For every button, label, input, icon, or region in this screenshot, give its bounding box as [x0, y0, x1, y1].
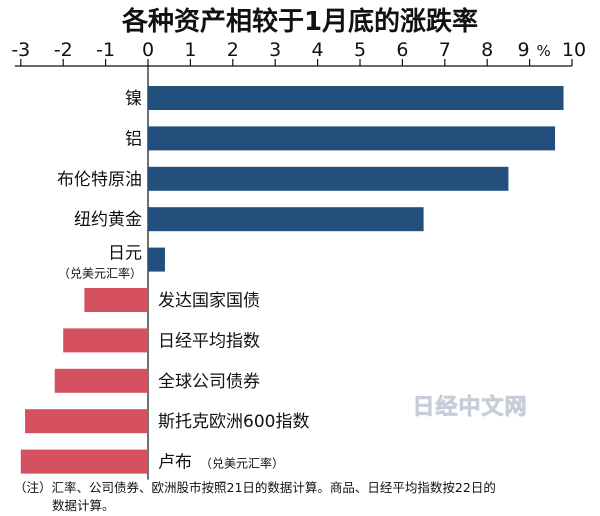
watermark: 日经中文网 — [412, 394, 527, 420]
footnote-line-2: 数据计算。 — [52, 498, 115, 513]
bar-1 — [148, 126, 556, 151]
category-label: 斯托克欧洲600指数 — [158, 412, 309, 432]
tick-label: -2 — [54, 39, 73, 61]
tick-label: 9 — [518, 39, 530, 61]
category-label: 日经平均指数 — [158, 331, 260, 351]
bar-3 — [148, 207, 424, 232]
tick-label: 2 — [227, 39, 239, 61]
tick-label: 0 — [142, 39, 154, 61]
bar-0 — [148, 86, 564, 110]
category-label: 卢布 — [158, 453, 192, 473]
bar-8 — [25, 409, 148, 434]
unit-label: % — [536, 42, 550, 60]
tick-label: 8 — [481, 39, 493, 61]
bar-9 — [20, 449, 148, 474]
category-label: 全球公司债券 — [158, 372, 260, 392]
tick-label: 3 — [269, 39, 281, 61]
category-sublabel: （兑美元汇率） — [58, 266, 142, 281]
bar-6 — [63, 328, 149, 353]
category-label: 布伦特原油 — [57, 170, 142, 190]
tick-label: -1 — [96, 39, 115, 61]
category-label: 铝 — [125, 129, 142, 149]
tick-label: 10 — [562, 39, 586, 61]
tick-label: 1 — [184, 39, 196, 61]
category-sublabel: （兑美元汇率） — [200, 456, 284, 471]
bars-group — [20, 86, 564, 474]
tick-label: 5 — [354, 39, 366, 61]
category-label: 镍 — [125, 89, 142, 109]
tick-label: 6 — [396, 39, 408, 61]
chart-title: 各种资产相较于1月底的涨跌率 — [121, 6, 478, 37]
tick-label: -3 — [11, 39, 30, 61]
bar-7 — [54, 368, 148, 393]
tick-label: 4 — [312, 39, 324, 61]
category-label: 发达国家国债 — [158, 291, 260, 311]
bar-5 — [84, 288, 148, 312]
footnote-line-1: （注）汇率、公司债券、欧洲股市按照21日的数据计算。商品、日经平均指数按22日的 — [14, 480, 496, 495]
category-label: 纽约黄金 — [74, 210, 142, 230]
tick-label: 7 — [439, 39, 451, 61]
category-label: 日元 — [108, 244, 142, 264]
bar-4 — [148, 247, 165, 272]
bar-2 — [148, 166, 509, 191]
